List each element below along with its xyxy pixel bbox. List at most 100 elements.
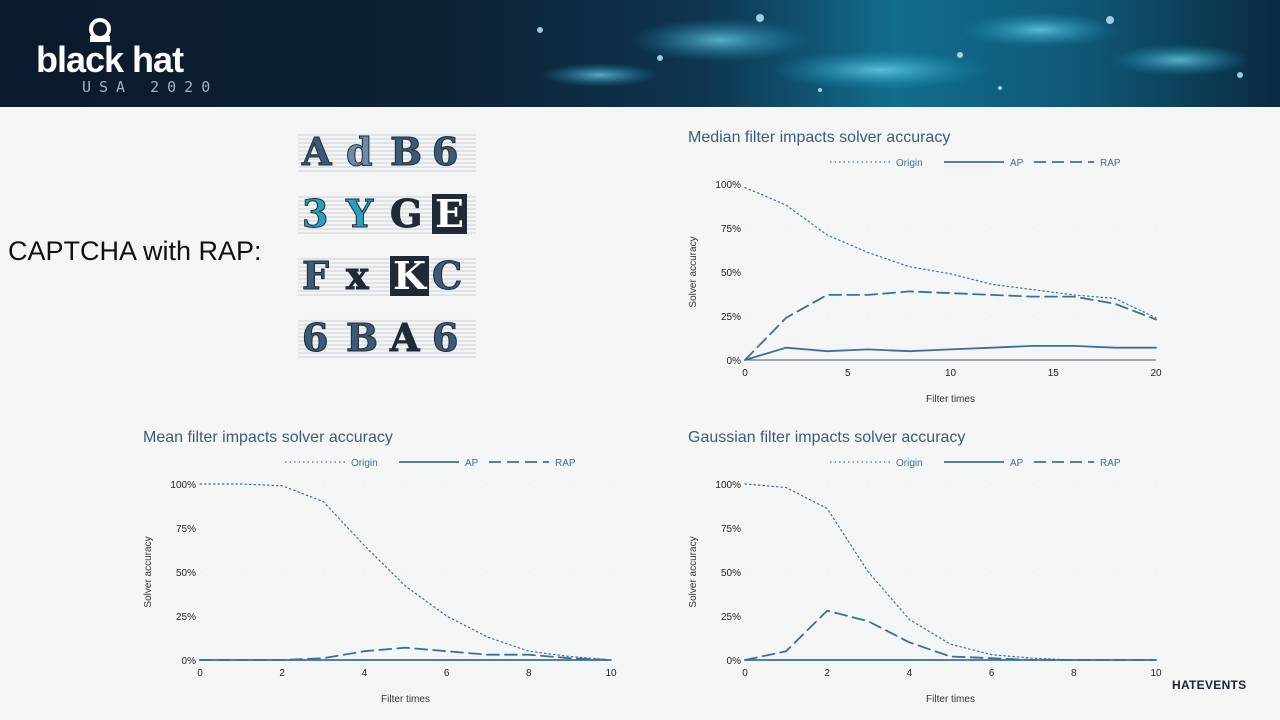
chart-svg: Gaussian filter impacts solver accuracy O…	[688, 429, 1162, 705]
y-tick-label: 50%	[721, 268, 741, 279]
y-tick-label: 25%	[721, 312, 741, 323]
banner-light-pattern	[537, 12, 1250, 92]
y-tick-label: 50%	[176, 568, 196, 579]
series-line-rap	[744, 609, 1157, 661]
chart-svg: Median filter impacts solver accuracy Ori…	[688, 129, 1162, 405]
hatevents-brand: HATEVENTS	[1172, 678, 1247, 692]
captcha-char: 6	[301, 315, 329, 360]
x-axis-label: Filter times	[926, 394, 975, 405]
series-line-origin	[199, 483, 612, 661]
x-tick-label: 0	[742, 368, 748, 379]
x-tick-label: 20	[1150, 368, 1162, 379]
legend-item: AP	[399, 458, 479, 469]
chart-title: Median filter impacts solver accuracy	[688, 129, 950, 146]
legend-item: RAP	[1034, 158, 1121, 169]
legend-item: RAP	[489, 458, 576, 469]
legend-label: RAP	[1100, 158, 1121, 169]
captcha-char: B	[345, 315, 379, 360]
captcha-char: E	[432, 194, 467, 234]
legend-item: Origin	[285, 458, 378, 469]
x-tick-label: 6	[444, 668, 450, 679]
legend-item: Origin	[830, 158, 923, 169]
legend-label: Origin	[896, 458, 923, 469]
x-tick-label: 10	[605, 668, 617, 679]
y-tick-label: 75%	[721, 224, 741, 235]
x-tick-label: 8	[1071, 668, 1077, 679]
x-tick-label: 10	[1150, 668, 1162, 679]
series-line-ap	[744, 345, 1157, 361]
y-tick-label: 0%	[727, 356, 742, 367]
series-line-origin	[744, 483, 1157, 661]
x-tick-label: 4	[362, 668, 368, 679]
captcha-char: G	[389, 191, 423, 236]
y-tick-label: 0%	[182, 656, 197, 667]
x-tick-label: 8	[526, 668, 532, 679]
legend-label: AP	[1010, 158, 1024, 169]
y-axis-label: Solver accuracy	[688, 536, 699, 607]
captcha-title: CAPTCHA with RAP:	[8, 236, 262, 266]
legend-label: Origin	[896, 158, 923, 169]
y-tick-label: 75%	[721, 524, 741, 535]
captcha-char: Y	[345, 191, 374, 236]
x-tick-label: 2	[279, 668, 285, 679]
y-axis-label: Solver accuracy	[143, 536, 154, 607]
y-tick-label: 100%	[715, 180, 741, 191]
x-tick-label: 5	[845, 368, 851, 379]
x-tick-label: 4	[907, 668, 913, 679]
y-tick-label: 25%	[176, 612, 196, 623]
legend-item: AP	[944, 458, 1024, 469]
legend-label: RAP	[1100, 458, 1121, 469]
x-tick-label: 10	[945, 368, 957, 379]
legend-label: Origin	[351, 458, 378, 469]
y-tick-label: 50%	[721, 568, 741, 579]
series-line-rap	[199, 646, 612, 661]
captcha-char: d	[346, 129, 374, 174]
x-axis-label: Filter times	[381, 694, 430, 705]
captcha-char: 3	[301, 191, 329, 236]
legend-item: AP	[944, 158, 1024, 169]
captcha-char: x	[346, 253, 370, 298]
blackhat-logo: black hat USA 2020	[36, 18, 218, 96]
captcha-char: B	[389, 129, 423, 174]
captcha-char: A	[301, 129, 332, 174]
series-line-origin	[744, 186, 1157, 319]
legend-label: AP	[1010, 458, 1024, 469]
captcha-char: F	[302, 253, 330, 298]
logo-subtext: USA 2020	[82, 78, 219, 96]
captcha-char: 6	[431, 315, 459, 360]
x-tick-label: 15	[1048, 368, 1060, 379]
logo-text: black hat	[36, 39, 184, 80]
series-line-rap	[744, 290, 1157, 361]
median-filter-chart: Median filter impacts solver accuracy Ori…	[680, 126, 1180, 411]
hat-icon	[89, 18, 111, 42]
header-banner: black hat USA 2020	[0, 0, 1280, 107]
y-tick-label: 0%	[727, 656, 742, 667]
legend-item: RAP	[1034, 458, 1121, 469]
legend-label: AP	[465, 458, 479, 469]
captcha-char: C	[431, 253, 463, 298]
captcha-char: K	[390, 256, 430, 296]
y-tick-label: 75%	[176, 524, 196, 535]
gaussian-filter-chart: Gaussian filter impacts solver accuracy O…	[680, 426, 1180, 711]
legend-label: RAP	[555, 458, 576, 469]
y-tick-label: 100%	[170, 480, 196, 491]
captcha-char: 6	[431, 129, 459, 174]
y-tick-label: 25%	[721, 612, 741, 623]
captcha-char: A	[389, 315, 420, 360]
chart-svg: Mean filter impacts solver accuracy Origi…	[143, 429, 617, 705]
y-tick-label: 100%	[715, 480, 741, 491]
x-tick-label: 6	[989, 668, 995, 679]
chart-title: Mean filter impacts solver accuracy	[143, 429, 393, 446]
x-tick-label: 0	[742, 668, 748, 679]
y-axis-label: Solver accuracy	[688, 236, 699, 307]
x-tick-label: 0	[197, 668, 203, 679]
mean-filter-chart: Mean filter impacts solver accuracy Origi…	[135, 426, 635, 711]
legend-item: Origin	[830, 458, 923, 469]
chart-title: Gaussian filter impacts solver accuracy	[688, 429, 965, 446]
x-axis-label: Filter times	[926, 694, 975, 705]
